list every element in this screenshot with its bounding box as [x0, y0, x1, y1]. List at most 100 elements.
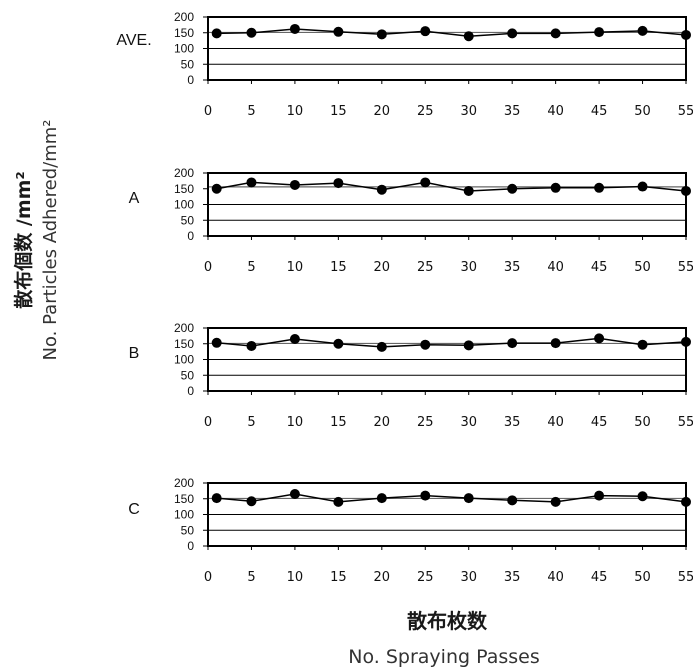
data-point	[376, 184, 387, 195]
y-tick-label: 50	[181, 213, 195, 227]
x-tick-label: 35	[504, 415, 521, 430]
x-tick-label: 0	[204, 260, 212, 275]
x-tick-label: 30	[460, 415, 477, 430]
data-point	[289, 489, 300, 500]
data-point	[507, 495, 518, 506]
x-tick-label: 40	[547, 260, 564, 275]
data-point	[463, 493, 474, 504]
x-tick-label: 10	[287, 415, 304, 430]
x-tick-label: 5	[247, 260, 255, 275]
x-tick-label: 20	[374, 415, 391, 430]
x-tick-label: 45	[591, 570, 608, 585]
data-point	[463, 340, 474, 351]
data-point	[420, 490, 431, 501]
y-axis-label-japanese: 散布個数 /mm²	[12, 171, 35, 308]
panel-label: B	[129, 345, 140, 362]
y-tick-label: 150	[174, 337, 194, 351]
y-tick-label: 100	[174, 353, 194, 367]
data-point	[681, 29, 691, 40]
y-tick-label: 150	[174, 26, 194, 40]
data-point	[376, 29, 387, 40]
data-point	[246, 496, 257, 507]
series-line	[216, 181, 687, 192]
x-tick-label: 40	[547, 415, 564, 430]
y-tick-label: 150	[174, 182, 194, 196]
x-tick-label: 15	[330, 104, 347, 119]
data-point	[420, 177, 431, 188]
data-point	[246, 177, 257, 188]
x-tick-label: 10	[287, 104, 304, 119]
data-point	[681, 496, 691, 507]
data-point	[681, 185, 691, 196]
x-axis-title: 散布枚数 No. Spraying Passes	[348, 609, 539, 668]
data-point	[550, 28, 561, 39]
data-point	[550, 182, 561, 193]
y-tick-label: 150	[174, 492, 194, 506]
panel-label: AVE.	[116, 32, 151, 49]
x-tick-label: 25	[417, 415, 434, 430]
x-tick-label: 50	[634, 260, 651, 275]
data-point	[246, 27, 257, 38]
x-tick-label: 55	[678, 260, 693, 275]
data-point	[376, 341, 387, 352]
y-tick-label: 0	[187, 384, 194, 398]
x-tick-label: 30	[460, 104, 477, 119]
data-point	[637, 181, 648, 192]
x-tick-label: 5	[247, 104, 255, 119]
data-point	[420, 339, 431, 350]
data-point	[550, 496, 561, 507]
data-point	[507, 28, 518, 39]
data-point	[211, 337, 222, 348]
x-tick-label: 55	[678, 104, 693, 119]
x-tick-label: 50	[634, 570, 651, 585]
x-tick-label: 10	[287, 570, 304, 585]
x-tick-label: 25	[417, 570, 434, 585]
x-tick-label: 55	[678, 570, 693, 585]
x-tick-label: 50	[634, 104, 651, 119]
data-point	[637, 25, 648, 36]
y-tick-label: 100	[174, 42, 194, 56]
data-point	[333, 178, 344, 189]
x-tick-label: 0	[204, 570, 212, 585]
data-point	[463, 185, 474, 196]
x-tick-label: 40	[547, 570, 564, 585]
x-tick-label: 35	[504, 260, 521, 275]
x-tick-label: 10	[287, 260, 304, 275]
x-tick-label: 5	[247, 570, 255, 585]
x-tick-label: 40	[547, 104, 564, 119]
x-tick-label: 15	[330, 415, 347, 430]
y-tick-label: 200	[174, 476, 194, 490]
x-tick-label: 15	[330, 570, 347, 585]
data-point	[289, 23, 300, 34]
data-point	[211, 493, 222, 504]
data-point	[594, 490, 605, 501]
x-tick-label: 30	[460, 570, 477, 585]
x-tick-label: 30	[460, 260, 477, 275]
series-line	[216, 28, 687, 37]
data-point	[681, 336, 691, 347]
x-tick-label: 15	[330, 260, 347, 275]
data-point	[333, 26, 344, 37]
y-tick-label: 0	[187, 229, 194, 243]
y-tick-label: 50	[181, 523, 195, 537]
y-tick-label: 0	[187, 73, 194, 87]
data-point	[246, 340, 257, 351]
x-tick-label: 20	[374, 104, 391, 119]
data-point	[463, 31, 474, 42]
x-tick-label: 20	[374, 260, 391, 275]
y-tick-label: 50	[181, 368, 195, 382]
data-point	[594, 27, 605, 38]
y-axis-label-english: No. Particles Adhered/mm²	[40, 120, 61, 361]
y-tick-label: 200	[174, 166, 194, 180]
data-point	[507, 338, 518, 349]
y-tick-label: 200	[174, 321, 194, 335]
data-point	[211, 28, 222, 39]
x-tick-label: 25	[417, 260, 434, 275]
x-tick-label: 55	[678, 415, 693, 430]
y-tick-label: 200	[174, 10, 194, 24]
x-tick-label: 45	[591, 260, 608, 275]
